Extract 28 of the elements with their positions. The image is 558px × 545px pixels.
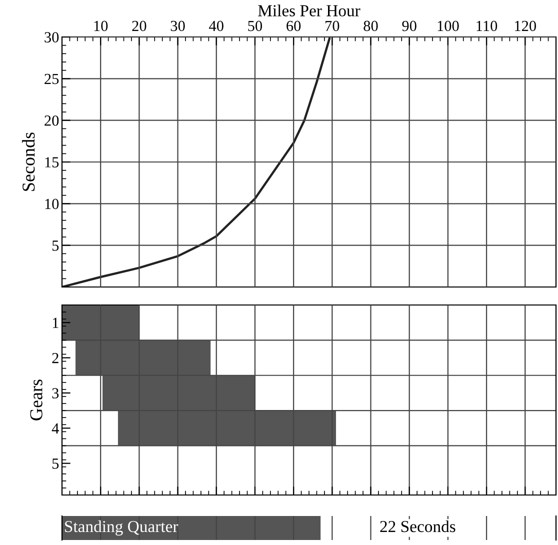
- x-tick-label: 30: [170, 20, 185, 32]
- y-tick-label: 30: [44, 32, 59, 42]
- y-tick-label: 15: [45, 157, 59, 168]
- x-tick-label: 40: [209, 20, 224, 32]
- y-tick-label: 2: [52, 352, 58, 364]
- category-label: Standing Quarter: [65, 520, 178, 536]
- x-tick-label: 10: [94, 20, 108, 32]
- y-tick-label: 25: [44, 74, 59, 84]
- y-tick-label: 5: [52, 458, 59, 469]
- x-tick-label: 20: [132, 20, 146, 32]
- y-tick-label: 4: [52, 423, 59, 434]
- x-tick-label: 100: [438, 20, 459, 32]
- x-tick-label: 70: [326, 20, 340, 32]
- x-tick-label: 60: [286, 20, 301, 32]
- y-axis-title: Gears: [30, 380, 42, 420]
- x-tick-label: 110: [476, 20, 498, 32]
- y-tick-label: 10: [45, 198, 59, 210]
- x-tick-label: 80: [364, 20, 378, 32]
- x-tick-label: 90: [402, 20, 416, 32]
- x-tick-label: 120: [515, 20, 536, 32]
- y-tick-label: 5: [52, 240, 59, 251]
- y-tick-label: 3: [52, 388, 59, 398]
- x-tick-label: 50: [248, 20, 262, 32]
- y-tick-label: 20: [44, 115, 59, 126]
- annotation: 22 Seconds: [380, 520, 456, 532]
- x-axis-title: Miles Per Hour: [258, 4, 360, 16]
- y-axis-title: Seconds: [22, 132, 35, 191]
- y-tick-label: 1: [52, 318, 58, 328]
